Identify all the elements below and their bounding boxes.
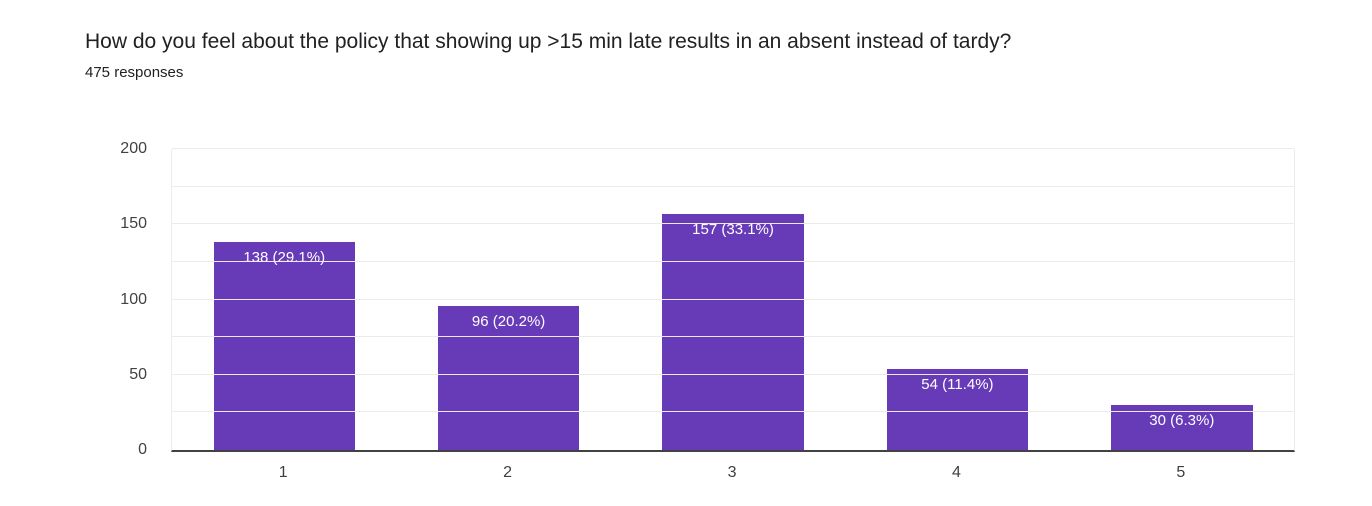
- bar-slot-4: 54 (11.4%): [845, 149, 1069, 450]
- gridline: [172, 298, 1294, 300]
- gridline: [172, 185, 1294, 187]
- bar-value-label: 138 (29.1%): [243, 249, 326, 267]
- gridline: [172, 148, 1294, 149]
- gridline: [172, 336, 1294, 338]
- bar-value-label: 96 (20.2%): [471, 312, 546, 330]
- bar-4: 54 (11.4%): [886, 368, 1029, 450]
- gridline: [172, 260, 1294, 262]
- y-tick-label-100: 100: [120, 290, 147, 308]
- bar-slot-3: 157 (33.1%): [621, 149, 845, 450]
- bar-value-label: 54 (11.4%): [921, 375, 994, 393]
- y-tick-label-50: 50: [129, 365, 147, 383]
- bar-slot-2: 96 (20.2%): [396, 149, 620, 450]
- bar-1: 138 (29.1%): [213, 242, 355, 450]
- x-tick-label-2: 2: [503, 464, 513, 481]
- bar-value-label: 157 (33.1%): [692, 220, 774, 238]
- x-axis: 1 2 3 4 5: [171, 464, 1293, 482]
- response-count: 475 responses: [85, 64, 184, 81]
- bar-slot-5: 30 (6.3%): [1070, 149, 1294, 450]
- bar-slot-1: 138 (29.1%): [172, 149, 396, 450]
- y-tick-label-200: 200: [120, 140, 147, 157]
- gridline: [172, 411, 1294, 413]
- bars: 138 (29.1%) 96 (20.2%) 157 (33.1%) 54 (11.4…: [172, 149, 1294, 450]
- question-title: How do you feel about the policy that sh…: [85, 30, 1012, 53]
- bar-value-label: 30 (6.3%): [1149, 411, 1215, 429]
- bar-2: 96 (20.2%): [437, 305, 580, 450]
- gridline: [172, 223, 1294, 225]
- y-tick-label-150: 150: [120, 215, 147, 233]
- bar-3: 157 (33.1%): [662, 213, 804, 450]
- gridline: [172, 373, 1294, 375]
- bar-5: 30 (6.3%): [1111, 404, 1253, 450]
- y-axis: 0 50 100 150 200: [0, 140, 147, 458]
- y-tick-label-0: 0: [138, 441, 147, 458]
- plot-area: 138 (29.1%) 96 (20.2%) 157 (33.1%) 54 (11.4…: [171, 148, 1295, 452]
- x-tick-label-3: 3: [727, 464, 737, 481]
- x-tick-label-5: 5: [1176, 464, 1186, 481]
- x-tick-label-1: 1: [278, 464, 288, 481]
- x-tick-label-4: 4: [951, 464, 961, 481]
